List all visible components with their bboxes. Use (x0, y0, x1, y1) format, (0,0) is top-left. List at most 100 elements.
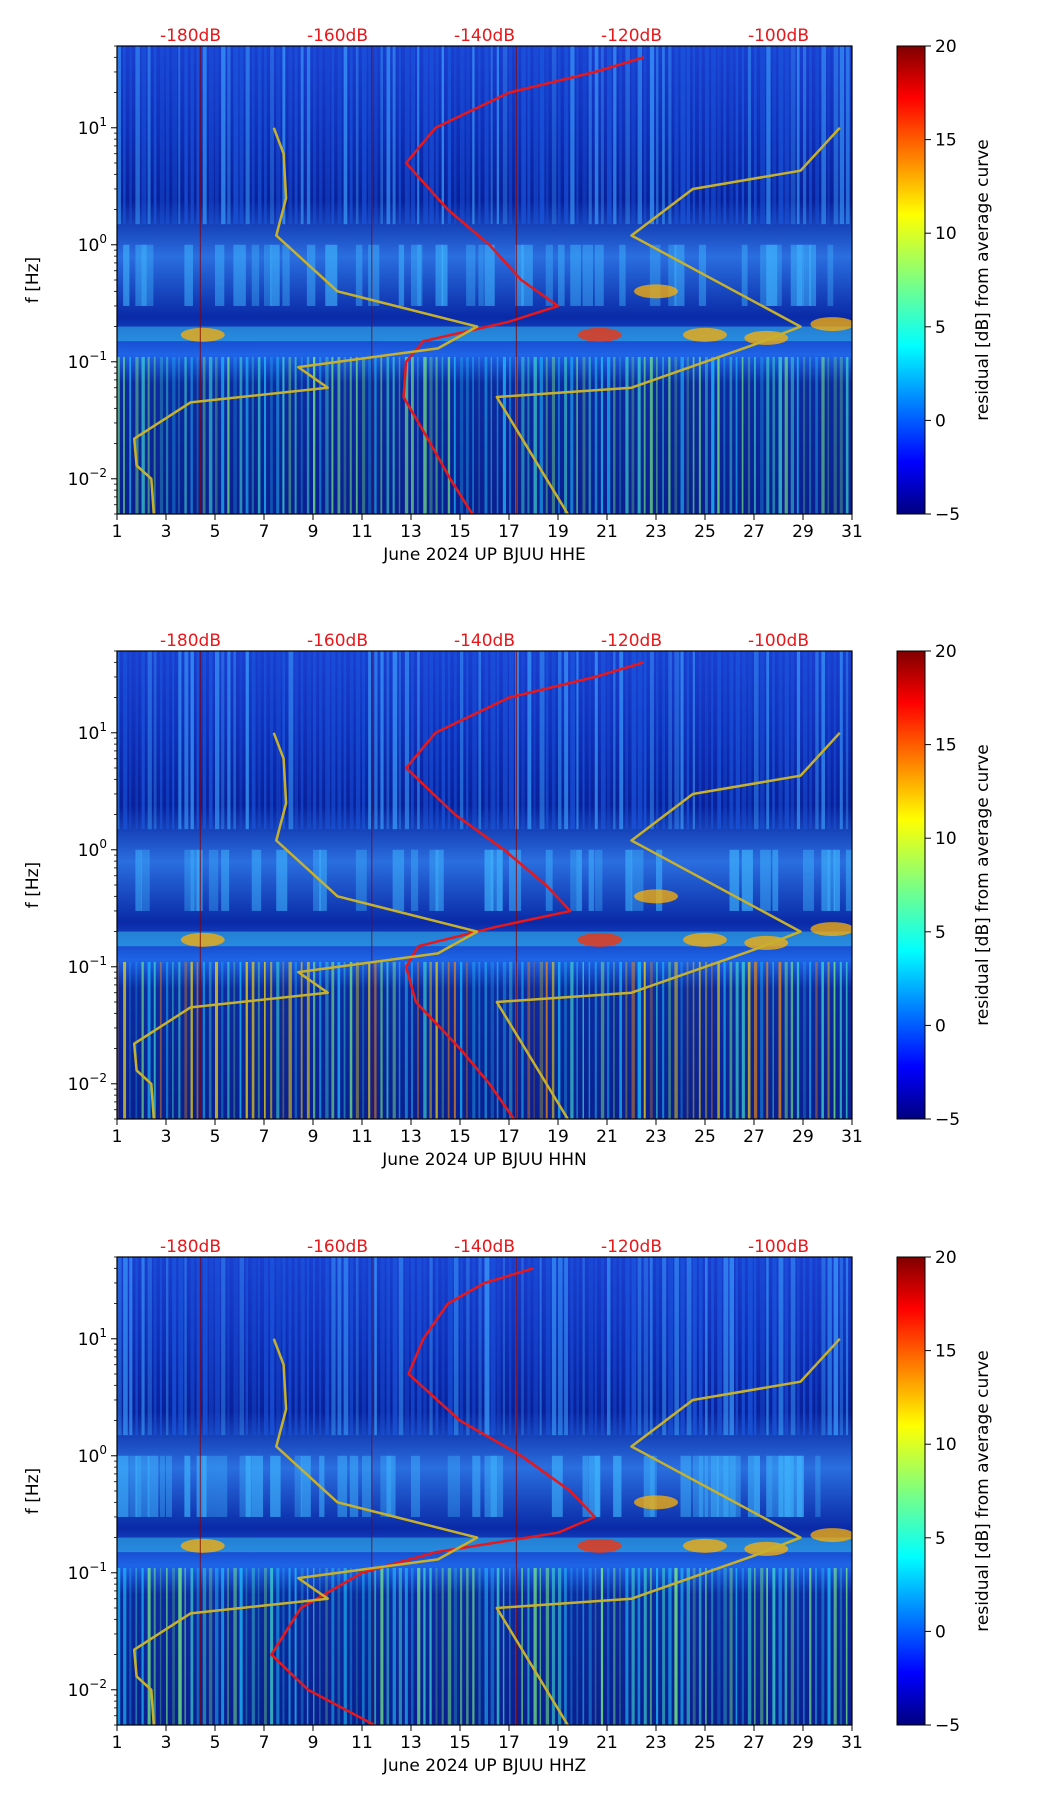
x-tick-label: 3 (161, 1127, 172, 1147)
colorbar-tick-label: 0 (935, 1622, 946, 1642)
db-scale-label: -160dB (307, 26, 368, 46)
x-tick-label: 1 (112, 1127, 123, 1147)
curve-low-noise-model (132, 732, 479, 1119)
x-tick-label: 31 (841, 522, 863, 542)
db-scale-label: -180dB (160, 631, 221, 651)
x-tick-label: 17 (498, 1127, 520, 1147)
spectrogram-texture (117, 651, 852, 1119)
curve-low-noise-model (132, 1338, 479, 1725)
x-tick-label: 7 (259, 522, 270, 542)
colorbar (896, 1256, 926, 1726)
db-scale-label: -120dB (601, 26, 662, 46)
x-tick-label: 5 (210, 1733, 221, 1753)
db-scale-label: -160dB (307, 631, 368, 651)
x-tick-label: 17 (498, 1733, 520, 1753)
y-tick-label: 101 (78, 115, 107, 139)
colorbar-label: residual [dB] from average curve (973, 1350, 993, 1631)
x-tick-label: 13 (400, 1733, 422, 1753)
x-tick-label: 15 (449, 1127, 471, 1147)
curve-average-psd (404, 661, 645, 1119)
colorbar-tick-label: −5 (935, 505, 960, 525)
x-tick-label: 9 (308, 522, 319, 542)
x-tick-label: 3 (161, 1733, 172, 1753)
colorbar-tick-label: −5 (935, 1110, 960, 1130)
colorbar-tick-label: 0 (935, 1016, 946, 1036)
y-tick-label: 101 (78, 1326, 107, 1350)
x-axis-label: June 2024 UP BJUU HHZ (382, 1756, 586, 1776)
colorbar (896, 45, 926, 515)
db-scale-label: -120dB (601, 1237, 662, 1257)
x-tick-label: 7 (259, 1127, 270, 1147)
spectrogram-texture (117, 46, 852, 514)
x-tick-label: 9 (308, 1733, 319, 1753)
y-axis-label: f [Hz] (23, 1468, 43, 1514)
y-axis-label: f [Hz] (23, 862, 43, 908)
curve-high-noise-model (495, 1337, 841, 1725)
x-tick-label: 9 (308, 1127, 319, 1147)
y-tick-label: 10−1 (68, 954, 107, 978)
x-tick-label: 29 (792, 1733, 814, 1753)
x-tick-label: 27 (743, 1733, 765, 1753)
colorbar-tick-label: 15 (935, 131, 957, 151)
x-tick-label: 23 (645, 1733, 667, 1753)
db-scale-label: -140dB (454, 26, 515, 46)
db-scale-label: -100dB (748, 26, 809, 46)
x-tick-label: 25 (694, 1127, 716, 1147)
y-tick-label: 10−2 (68, 1071, 107, 1095)
x-tick-label: 5 (210, 522, 221, 542)
x-tick-label: 27 (743, 522, 765, 542)
colorbar-tick-label: 10 (935, 829, 957, 849)
colorbar-tick-label: 0 (935, 411, 946, 431)
x-tick-label: 25 (694, 1733, 716, 1753)
x-tick-label: 31 (841, 1127, 863, 1147)
y-tick-label: 10−1 (68, 1560, 107, 1584)
x-tick-label: 23 (645, 1127, 667, 1147)
y-tick-label: 101 (78, 720, 107, 744)
colorbar-tick-label: 5 (935, 318, 946, 338)
x-tick-label: 25 (694, 522, 716, 542)
x-tick-label: 19 (547, 522, 569, 542)
colorbar-label: residual [dB] from average curve (973, 139, 993, 420)
x-tick-label: 31 (841, 1733, 863, 1753)
colorbar-tick-label: 15 (935, 736, 957, 756)
x-tick-label: 17 (498, 522, 520, 542)
x-tick-label: 11 (351, 1733, 373, 1753)
spectrogram-texture (117, 1257, 852, 1725)
db-scale-label: -120dB (601, 631, 662, 651)
db-scale-label: -140dB (454, 631, 515, 651)
colorbar-label: residual [dB] from average curve (973, 744, 993, 1025)
db-scale-label: -100dB (748, 631, 809, 651)
colorbar-tick-label: 10 (935, 1435, 957, 1455)
x-tick-label: 1 (112, 1733, 123, 1753)
x-tick-label: 23 (645, 522, 667, 542)
colorbar-tick-label: 20 (935, 1248, 957, 1268)
colorbar-tick-label: 15 (935, 1342, 957, 1362)
x-tick-label: 3 (161, 522, 172, 542)
x-tick-label: 11 (351, 522, 373, 542)
y-tick-label: 10−1 (68, 349, 107, 373)
x-tick-label: 29 (792, 1127, 814, 1147)
db-scale-label: -140dB (454, 1237, 515, 1257)
colorbar-tick-label: 5 (935, 923, 946, 943)
db-scale-label: -180dB (160, 26, 221, 46)
x-tick-label: 7 (259, 1733, 270, 1753)
y-tick-label: 10−2 (68, 466, 107, 490)
db-scale-label: -160dB (307, 1237, 368, 1257)
x-tick-label: 27 (743, 1127, 765, 1147)
colorbar-tick-label: 5 (935, 1529, 946, 1549)
x-tick-label: 15 (449, 1733, 471, 1753)
y-tick-label: 100 (78, 837, 107, 861)
x-tick-label: 21 (596, 1127, 618, 1147)
colorbar (896, 650, 926, 1120)
x-tick-label: 15 (449, 522, 471, 542)
x-tick-label: 29 (792, 522, 814, 542)
colorbar-tick-label: 20 (935, 37, 957, 57)
x-tick-label: 21 (596, 1733, 618, 1753)
y-tick-label: 100 (78, 1443, 107, 1467)
x-tick-label: 13 (400, 522, 422, 542)
curve-high-noise-model (495, 731, 841, 1119)
